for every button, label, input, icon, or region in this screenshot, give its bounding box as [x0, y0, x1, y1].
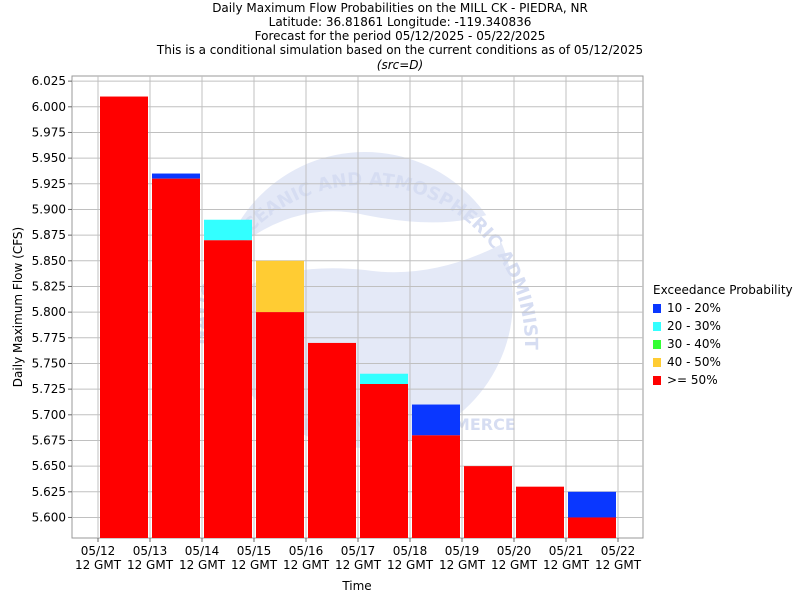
legend-item: >= 50%: [653, 371, 793, 389]
legend: Exceedance Probability 10 - 20% 20 - 30% 3…: [653, 283, 793, 389]
bar-segment: [204, 219, 252, 241]
y-tick-label: 5.675: [32, 433, 66, 447]
bar-segment: [256, 312, 304, 538]
y-tick-label: 5.750: [32, 356, 66, 370]
x-tick-label-date: 05/18: [393, 544, 428, 558]
x-tick-label-time: 12 GMT: [179, 558, 226, 572]
y-axis: 5.600 5.625 5.650 5.675 5.700 5.725 5.750 5.775…: [32, 74, 72, 524]
bar-segment: [204, 240, 252, 538]
x-tick-label-time: 12 GMT: [335, 558, 382, 572]
x-tick-label-date: 05/19: [445, 544, 480, 558]
y-tick-label: 5.650: [32, 459, 66, 473]
x-tick-label-time: 12 GMT: [595, 558, 642, 572]
x-tick-label-date: 05/14: [185, 544, 220, 558]
legend-item: 20 - 30%: [653, 317, 793, 335]
y-tick-label: 5.900: [32, 202, 66, 216]
y-tick-label: 5.975: [32, 125, 66, 139]
bar-segment: [256, 260, 304, 313]
legend-items: 10 - 20% 20 - 30% 30 - 40% 40 - 50% >= 50%: [653, 299, 793, 389]
grid-lines: [72, 76, 643, 538]
chart-subtitle-period: Forecast for the period 05/12/2025 - 05/…: [254, 29, 546, 43]
y-tick-label: 6.025: [32, 74, 66, 88]
legend-item: 30 - 40%: [653, 335, 793, 353]
bar-segment: [360, 373, 408, 384]
y-tick-label: 5.775: [32, 331, 66, 345]
y-tick-label: 6.000: [32, 100, 66, 114]
bar-segment: [100, 96, 148, 539]
y-tick-label: 5.950: [32, 151, 66, 165]
chart-subtitle-conditions: This is a conditional simulation based o…: [156, 43, 644, 57]
y-tick-label: 5.725: [32, 382, 66, 396]
y-tick-label: 5.625: [32, 485, 66, 499]
legend-item-label: 40 - 50%: [667, 355, 721, 369]
legend-item-label: >= 50%: [667, 373, 718, 387]
legend-title: Exceedance Probability: [653, 283, 793, 297]
x-tick-label-time: 12 GMT: [439, 558, 486, 572]
x-tick-label-date: 05/12: [81, 544, 116, 558]
legend-swatch: [653, 303, 661, 313]
y-tick-label: 5.825: [32, 279, 66, 293]
x-tick-label-time: 12 GMT: [231, 558, 278, 572]
bar-segment: [360, 384, 408, 538]
y-tick-label: 5.925: [32, 177, 66, 191]
x-axis-label: Time: [341, 579, 371, 593]
watermark-logo-text: NOAA: [281, 215, 422, 266]
y-tick-label: 5.700: [32, 408, 66, 422]
legend-item-label: 30 - 40%: [667, 337, 721, 351]
legend-swatch: [653, 375, 661, 385]
legend-item-label: 10 - 20%: [667, 301, 721, 315]
bar-segment: [152, 173, 200, 179]
y-tick-label: 5.800: [32, 305, 66, 319]
x-tick-label-date: 05/21: [549, 544, 584, 558]
legend-item-label: 20 - 30%: [667, 319, 721, 333]
bar-segment: [516, 486, 564, 538]
bar-segment: [412, 435, 460, 538]
legend-swatch: [653, 339, 661, 349]
y-tick-label: 5.600: [32, 510, 66, 524]
legend-item: 10 - 20%: [653, 299, 793, 317]
legend-item: 40 - 50%: [653, 353, 793, 371]
bar-segment: [464, 466, 512, 538]
bar-segment: [152, 178, 200, 538]
y-tick-label: 5.875: [32, 228, 66, 242]
bar-segment: [568, 491, 616, 518]
chart-subtitle-location: Latitude: 36.81861 Longitude: -119.34083…: [268, 15, 532, 29]
x-tick-label-date: 05/15: [237, 544, 272, 558]
chart-title: Daily Maximum Flow Probabilities on the …: [212, 1, 588, 15]
x-tick-label-time: 12 GMT: [491, 558, 538, 572]
x-tick-label-time: 12 GMT: [75, 558, 122, 572]
y-axis-label: Daily Maximum Flow (CFS): [11, 227, 25, 387]
x-tick-label-date: 05/20: [497, 544, 532, 558]
legend-swatch: [653, 321, 661, 331]
bar-segment: [412, 404, 460, 436]
x-tick-label-date: 05/13: [133, 544, 168, 558]
bar-segment: [568, 517, 616, 538]
bar-series: [100, 96, 616, 539]
x-tick-label-time: 12 GMT: [127, 558, 174, 572]
x-tick-label-date: 05/17: [341, 544, 376, 558]
x-tick-label-date: 05/22: [601, 544, 636, 558]
x-tick-label-time: 12 GMT: [387, 558, 434, 572]
legend-swatch: [653, 357, 661, 367]
x-tick-label-date: 05/16: [289, 544, 324, 558]
y-tick-label: 5.850: [32, 254, 66, 268]
x-tick-label-time: 12 GMT: [283, 558, 330, 572]
x-tick-label-time: 12 GMT: [543, 558, 590, 572]
bar-segment: [308, 342, 356, 538]
chart-source-label: (src=D): [376, 58, 424, 72]
